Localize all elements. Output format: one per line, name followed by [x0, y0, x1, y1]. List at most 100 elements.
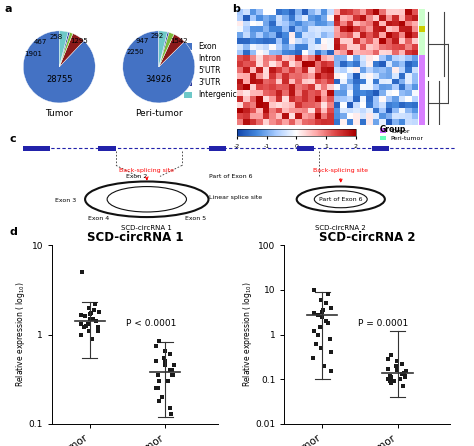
Point — [322, 318, 329, 325]
Point — [161, 358, 169, 365]
Point — [170, 362, 178, 369]
Wedge shape — [59, 32, 70, 67]
Point — [393, 367, 401, 374]
Text: a: a — [5, 4, 12, 14]
Text: b: b — [232, 4, 240, 14]
Point — [85, 327, 93, 334]
Text: 34926: 34926 — [146, 75, 172, 84]
Point — [310, 327, 318, 334]
Point — [86, 310, 94, 318]
Title: SCD-circRNA 1: SCD-circRNA 1 — [87, 231, 183, 244]
Point — [155, 397, 162, 405]
Text: 292: 292 — [150, 33, 164, 39]
Point — [396, 376, 404, 383]
Wedge shape — [159, 33, 174, 67]
Point — [84, 321, 91, 328]
Point — [86, 315, 94, 322]
Point — [92, 318, 100, 325]
Title: Tumor: Tumor — [46, 109, 73, 118]
Text: 258: 258 — [49, 34, 62, 40]
Point — [401, 374, 408, 381]
Point — [398, 371, 406, 378]
Point — [317, 296, 325, 303]
Text: Part of Exon 6: Part of Exon 6 — [209, 174, 252, 179]
Point — [155, 378, 163, 385]
Point — [319, 308, 326, 315]
Point — [393, 364, 401, 371]
Text: 28755: 28755 — [46, 75, 73, 84]
Legend: Tumor, Peri-tumor: Tumor, Peri-tumor — [378, 126, 426, 144]
Point — [402, 368, 410, 375]
Point — [95, 308, 103, 315]
Point — [387, 351, 395, 359]
Point — [87, 309, 94, 316]
Point — [310, 286, 318, 293]
Point — [94, 327, 102, 334]
Point — [82, 313, 89, 320]
Point — [164, 378, 172, 385]
Text: 1901: 1901 — [24, 51, 42, 57]
Point — [313, 341, 320, 348]
Bar — [23, 146, 36, 151]
Point — [399, 382, 406, 389]
Point — [160, 354, 167, 361]
Bar — [98, 146, 116, 151]
Point — [154, 384, 162, 392]
Text: 1295: 1295 — [70, 38, 88, 44]
Point — [155, 337, 163, 344]
Point — [320, 362, 328, 369]
Wedge shape — [159, 34, 184, 67]
Title: Peri-tumor: Peri-tumor — [135, 109, 182, 118]
Point — [81, 324, 88, 331]
Point — [152, 342, 160, 349]
Text: P < 0.0001: P < 0.0001 — [126, 318, 176, 327]
Point — [324, 319, 332, 326]
Text: P = 0.0001: P = 0.0001 — [358, 318, 409, 327]
Point — [91, 306, 98, 313]
Point — [78, 312, 85, 319]
Point — [78, 321, 85, 328]
Point — [158, 393, 165, 401]
Point — [384, 365, 392, 372]
Text: 947: 947 — [136, 38, 149, 44]
Point — [392, 362, 400, 369]
Point — [85, 304, 92, 311]
Text: Linear splice site: Linear splice site — [209, 195, 262, 200]
Point — [386, 378, 394, 385]
Point — [398, 360, 406, 368]
Point — [168, 367, 176, 374]
Wedge shape — [59, 33, 73, 67]
Point — [384, 355, 392, 363]
Point — [168, 410, 175, 417]
Text: Exon 2: Exon 2 — [126, 174, 147, 179]
Bar — [209, 146, 226, 151]
Text: 1542: 1542 — [170, 38, 187, 44]
Point — [154, 372, 161, 379]
Point — [91, 301, 99, 308]
Title: SCD-circRNA 2: SCD-circRNA 2 — [319, 231, 416, 244]
Point — [328, 304, 335, 311]
Point — [169, 372, 177, 379]
Point — [314, 331, 322, 338]
Point — [161, 362, 169, 369]
Point — [88, 335, 96, 342]
Wedge shape — [59, 33, 84, 67]
Wedge shape — [23, 31, 95, 103]
Point — [90, 315, 97, 322]
Point — [168, 372, 176, 379]
Point — [387, 380, 394, 387]
Text: 467: 467 — [34, 39, 47, 45]
Point — [166, 405, 174, 412]
Wedge shape — [159, 32, 169, 67]
Point — [82, 322, 90, 330]
Point — [324, 291, 331, 298]
Point — [309, 354, 317, 361]
Point — [327, 349, 334, 356]
Legend: Exon, Intron, 5'UTR, 3'UTR, Intergenic: Exon, Intron, 5'UTR, 3'UTR, Intergenic — [182, 39, 240, 103]
Bar — [297, 146, 314, 151]
Text: SCD-circRNA 1: SCD-circRNA 1 — [121, 225, 172, 231]
Point — [323, 300, 330, 307]
Point — [316, 323, 324, 330]
Text: Exon 5: Exon 5 — [185, 216, 206, 221]
Point — [166, 367, 173, 374]
